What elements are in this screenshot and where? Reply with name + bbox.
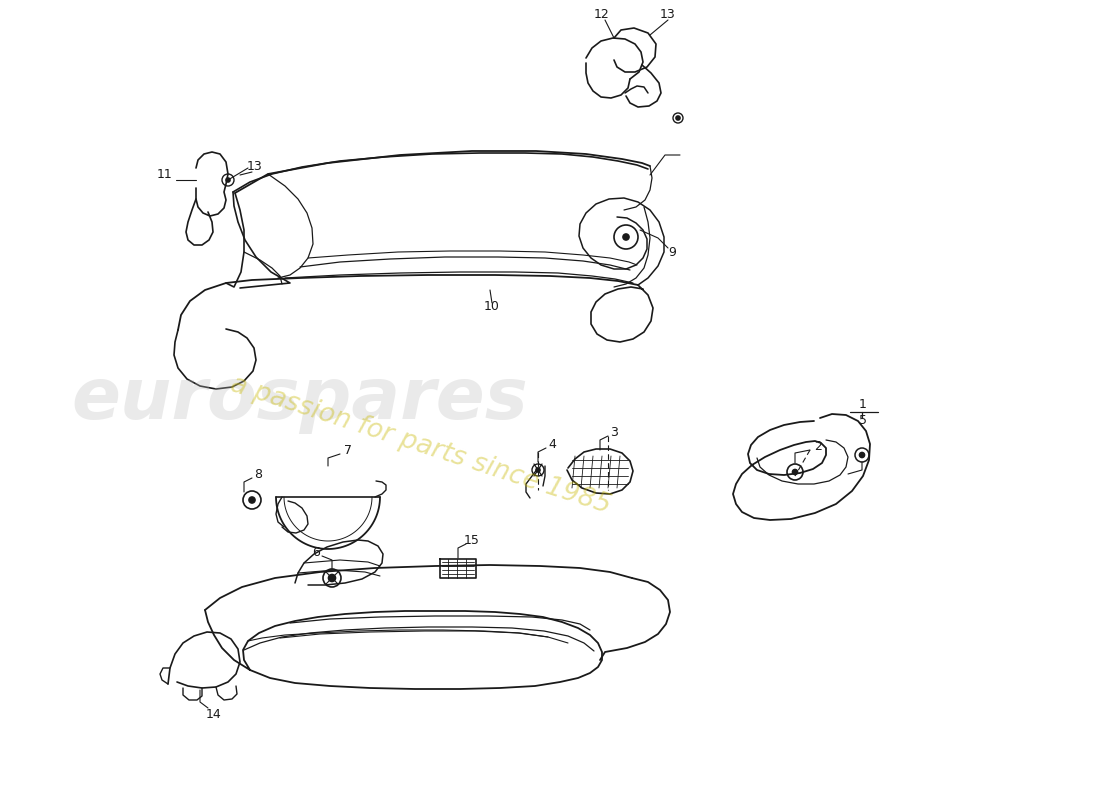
Circle shape — [676, 116, 680, 120]
Text: a passion for parts since 1985: a passion for parts since 1985 — [227, 371, 614, 519]
Text: 6: 6 — [312, 546, 320, 558]
Circle shape — [249, 497, 255, 503]
Circle shape — [329, 574, 336, 582]
Text: 15: 15 — [464, 534, 480, 546]
Circle shape — [623, 234, 629, 240]
Text: eurospares: eurospares — [72, 366, 528, 434]
Circle shape — [226, 178, 230, 182]
Text: 2: 2 — [814, 441, 822, 454]
Text: 11: 11 — [157, 169, 173, 182]
Text: 13: 13 — [248, 161, 263, 174]
Text: 4: 4 — [548, 438, 556, 450]
Text: 7: 7 — [344, 443, 352, 457]
Text: 1: 1 — [859, 398, 867, 410]
Circle shape — [536, 468, 540, 472]
Text: 10: 10 — [484, 301, 499, 314]
Text: 5: 5 — [859, 414, 867, 426]
Circle shape — [792, 470, 798, 474]
Circle shape — [859, 453, 865, 458]
Text: 9: 9 — [668, 246, 675, 258]
Text: 13: 13 — [660, 9, 675, 22]
Text: 8: 8 — [254, 467, 262, 481]
Text: 3: 3 — [610, 426, 618, 438]
Text: 14: 14 — [206, 707, 222, 721]
Text: 12: 12 — [594, 9, 609, 22]
